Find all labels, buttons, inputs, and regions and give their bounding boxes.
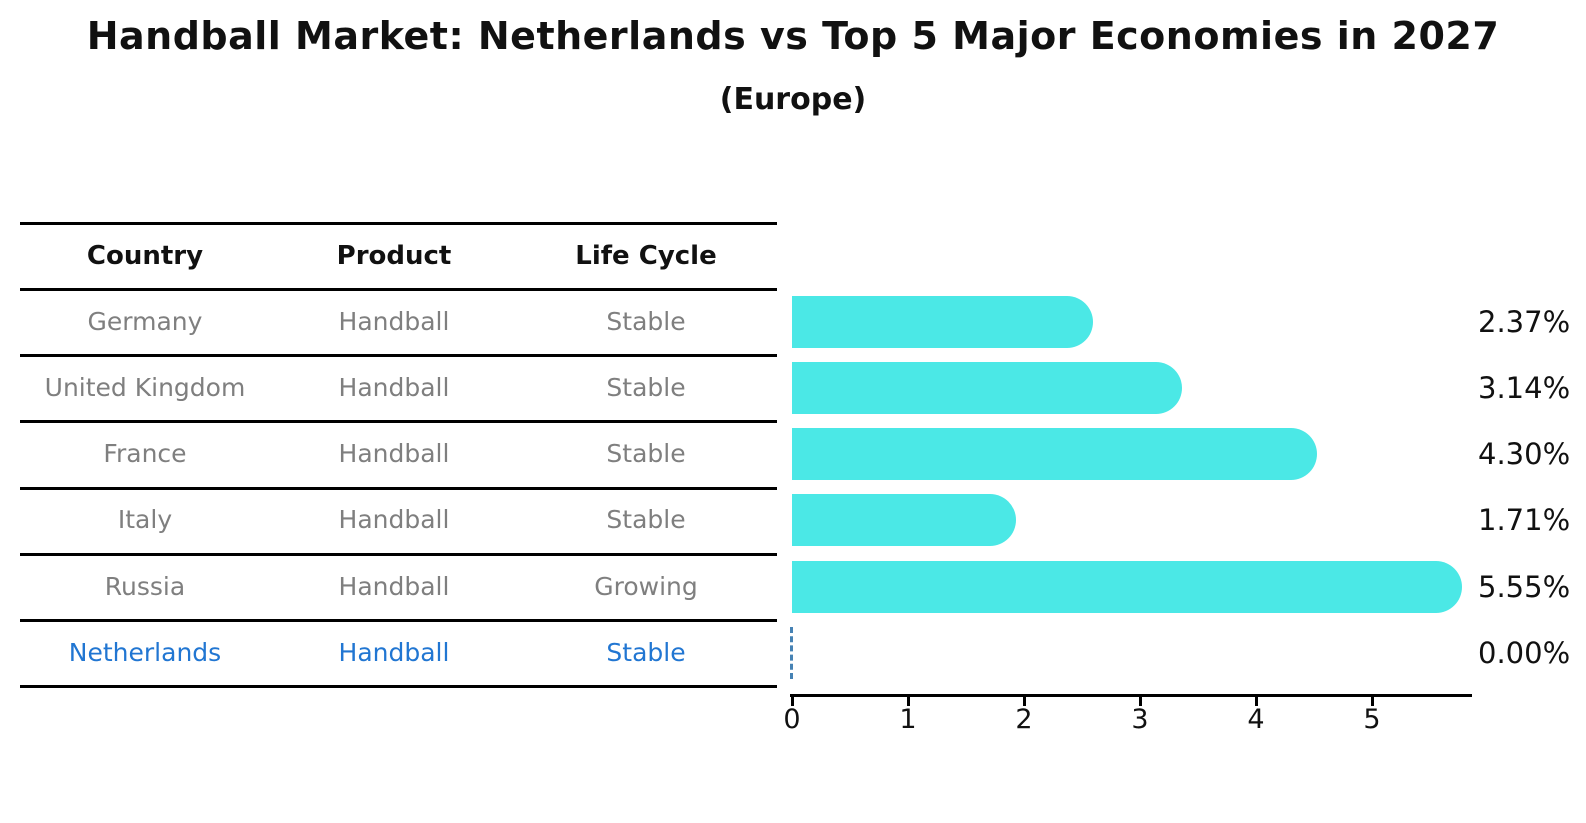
- country-cell: France: [103, 439, 187, 468]
- lifecycle-cell: Stable: [606, 638, 686, 667]
- product-cell: Handball: [338, 373, 450, 402]
- bar-germany: [792, 296, 1093, 348]
- chart-title: Handball Market: Netherlands vs Top 5 Ma…: [86, 14, 1500, 58]
- table-bottom-rule: [20, 685, 777, 688]
- table-header-rule: [20, 288, 777, 291]
- table-row: Germany Handball Stable: [20, 302, 777, 342]
- table-row: Italy Handball Stable: [20, 500, 777, 540]
- value-label-italy: 1.71%: [1478, 503, 1571, 537]
- product-cell: Handball: [338, 505, 450, 534]
- lifecycle-cell: Growing: [594, 572, 698, 601]
- table-top-rule: [20, 222, 777, 225]
- column-header-country: Country: [86, 241, 204, 271]
- table-row-rule: [20, 420, 777, 423]
- value-label-united-kingdom: 3.14%: [1478, 371, 1571, 405]
- x-tick-mark: [906, 697, 910, 706]
- table-header-row: Country Product Life Cycle: [20, 236, 777, 276]
- value-label-netherlands: 0.00%: [1478, 636, 1571, 670]
- lifecycle-cell: Stable: [606, 373, 686, 402]
- product-cell: Handball: [338, 572, 450, 601]
- column-header-lifecycle: Life Cycle: [575, 241, 717, 271]
- bar-united-kingdom: [792, 362, 1183, 414]
- x-tick-mark: [1138, 697, 1142, 706]
- table-row-rule: [20, 553, 777, 556]
- column-header-product: Product: [336, 241, 452, 271]
- x-tick-mark: [1022, 697, 1026, 706]
- country-cell: Russia: [104, 572, 186, 601]
- x-tick-label: 3: [1131, 704, 1149, 735]
- x-tick-mark: [790, 697, 794, 706]
- table-row-rule: [20, 354, 777, 357]
- chart-subtitle: (Europe): [719, 82, 867, 117]
- lifecycle-cell: Stable: [606, 505, 686, 534]
- value-label-russia: 5.55%: [1478, 570, 1571, 604]
- x-tick-label: 4: [1247, 704, 1265, 735]
- country-cell: Netherlands: [68, 638, 222, 667]
- product-cell: Handball: [338, 638, 450, 667]
- table-row: Netherlands Handball Stable: [20, 633, 777, 673]
- table-row-rule: [20, 487, 777, 490]
- country-cell: Germany: [87, 307, 203, 336]
- table-row: France Handball Stable: [20, 434, 777, 474]
- x-tick-mark: [1254, 697, 1258, 706]
- x-tick-label: 2: [1015, 704, 1033, 735]
- lifecycle-cell: Stable: [606, 439, 686, 468]
- x-tick-label: 0: [783, 704, 801, 735]
- x-tick-label: 5: [1363, 704, 1381, 735]
- table-row: Russia Handball Growing: [20, 567, 777, 607]
- country-cell: Italy: [117, 505, 173, 534]
- lifecycle-cell: Stable: [606, 307, 686, 336]
- value-label-germany: 2.37%: [1478, 305, 1571, 339]
- country-cell: United Kingdom: [44, 373, 246, 402]
- value-label-france: 4.30%: [1478, 437, 1571, 471]
- x-tick-label: 1: [899, 704, 917, 735]
- table-row-rule: [20, 619, 777, 622]
- table-row: United Kingdom Handball Stable: [20, 368, 777, 408]
- product-cell: Handball: [338, 307, 450, 336]
- x-axis-spine: [790, 694, 1472, 697]
- bar-italy: [792, 494, 1017, 546]
- product-cell: Handball: [338, 439, 450, 468]
- bar-france: [792, 428, 1317, 480]
- zero-value-marker-netherlands: [790, 627, 793, 679]
- bar-russia: [792, 561, 1462, 613]
- x-tick-mark: [1370, 697, 1374, 706]
